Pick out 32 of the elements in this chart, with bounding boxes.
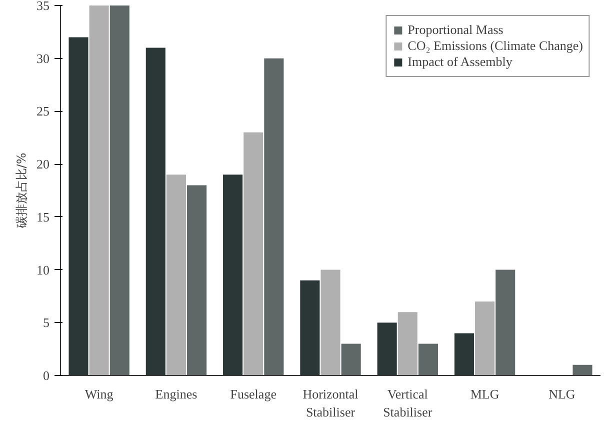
bar bbox=[418, 344, 438, 376]
bar bbox=[496, 270, 516, 376]
y-tick-label: 30 bbox=[36, 50, 50, 66]
y-tick-label: 20 bbox=[36, 156, 50, 172]
y-tick-label: 15 bbox=[36, 209, 50, 224]
legend-label: Impact of Assembly bbox=[408, 54, 512, 70]
bar bbox=[166, 174, 186, 376]
y-tick-label: 10 bbox=[36, 262, 50, 278]
y-tick-label: 35 bbox=[36, 0, 50, 13]
y-tick-label: 5 bbox=[43, 315, 50, 330]
bar bbox=[89, 6, 109, 376]
bar bbox=[320, 270, 340, 376]
y-axis-title: 碳排放占比/% bbox=[14, 152, 28, 230]
x-tick-label: Vertical Stabiliser bbox=[383, 386, 433, 420]
x-tick-label: Wing bbox=[84, 386, 114, 402]
x-tick-label: MLG bbox=[470, 386, 500, 402]
bar bbox=[187, 185, 207, 376]
bar bbox=[264, 58, 284, 376]
x-tick-label: Fuselage bbox=[230, 386, 277, 402]
bar bbox=[244, 132, 264, 376]
bar bbox=[572, 364, 592, 376]
x-tick-label: NLG bbox=[548, 386, 576, 402]
bar bbox=[110, 6, 130, 376]
y-tick-label: 25 bbox=[36, 104, 50, 119]
x-tick-label: Engines bbox=[155, 386, 198, 402]
x-tick-label: Horizontal Stabiliser bbox=[302, 386, 359, 420]
legend-label: Proportional Mass bbox=[408, 22, 504, 38]
bar bbox=[475, 302, 495, 376]
y-tick-label: 0 bbox=[43, 368, 50, 383]
bar bbox=[398, 312, 418, 376]
legend-label: CO₂ Emissions (Climate Change) bbox=[408, 38, 583, 54]
bar bbox=[341, 344, 361, 376]
